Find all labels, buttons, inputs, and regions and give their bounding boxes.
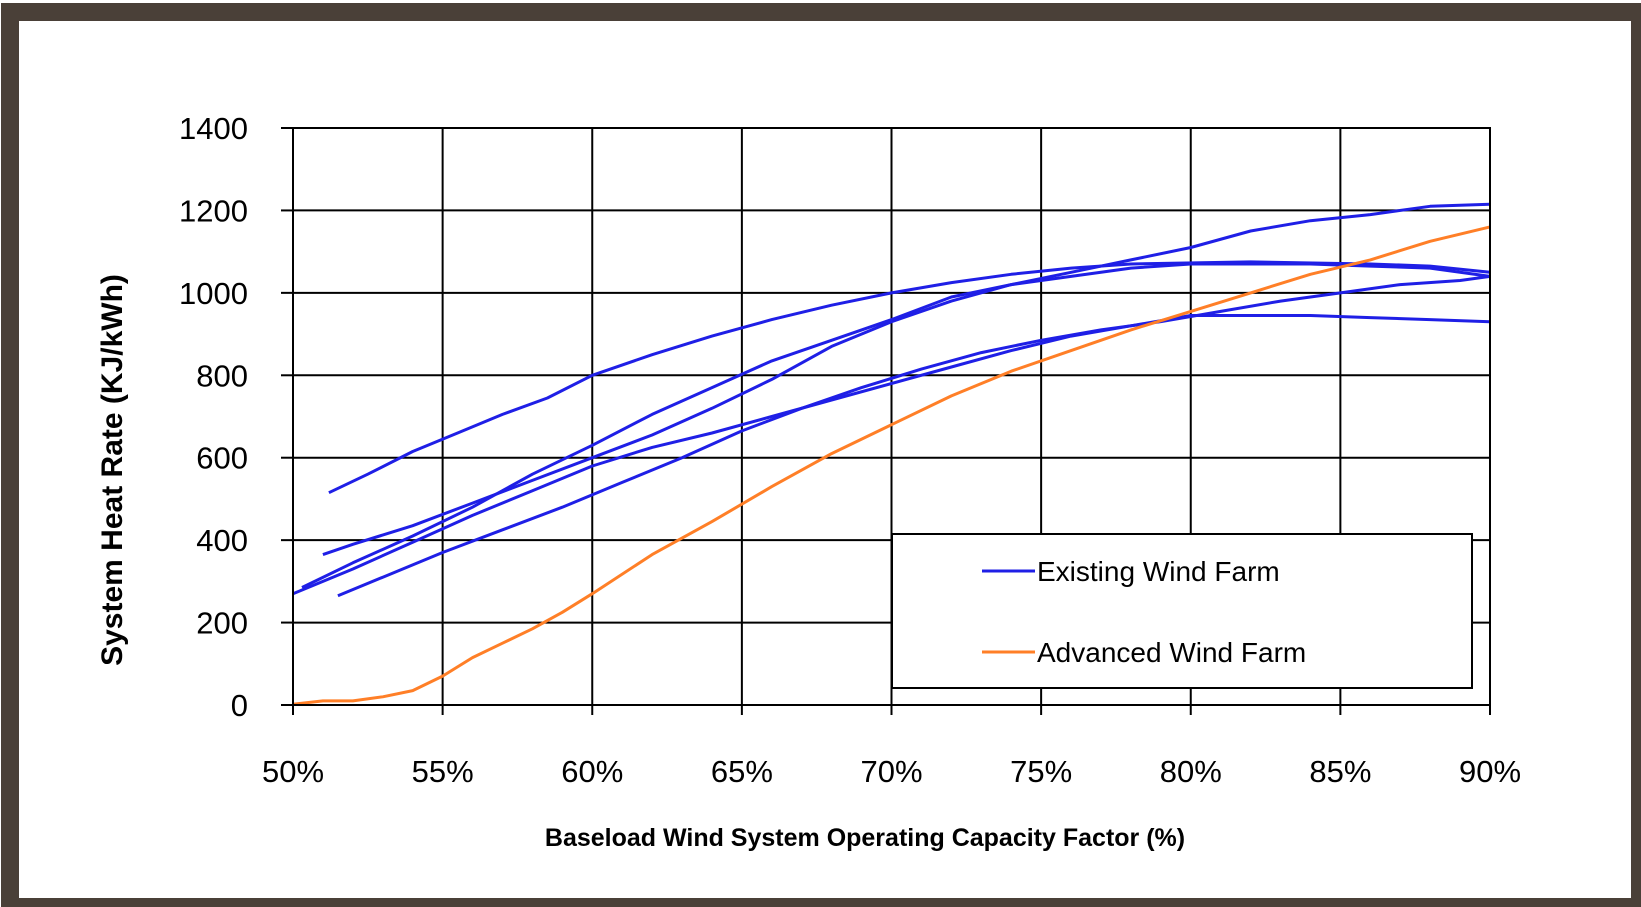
series-lines (292, 202, 1491, 706)
y-tick-label: 1000 (179, 276, 248, 311)
y-tick-label: 800 (196, 358, 248, 393)
y-tick-label: 400 (196, 523, 248, 558)
x-tick-label: 80% (1160, 754, 1222, 789)
existing-wind-farm-line-1 (328, 260, 1491, 495)
x-tick-label: 90% (1459, 754, 1521, 789)
existing-wind-farm-line-4 (337, 274, 1491, 598)
y-tick-label: 200 (196, 606, 248, 641)
y-axis-title: System Heat Rate (KJ/kWh) (96, 274, 129, 666)
y-tick-label: 1400 (179, 111, 248, 146)
x-axis-title: Baseload Wind System Operating Capacity … (545, 824, 1185, 852)
legend-label-advanced: Advanced Wind Farm (1037, 637, 1306, 668)
x-tick-label: 70% (860, 754, 922, 789)
advanced-wind-farm-line (292, 225, 1491, 706)
existing-wind-farm-line-3 (292, 314, 1491, 596)
legend-box (891, 533, 1473, 689)
y-tick-label: 1200 (179, 193, 248, 228)
x-tick-label: 60% (561, 754, 623, 789)
x-tick-label: 75% (1010, 754, 1072, 789)
frame-border (1, 3, 1641, 907)
y-tick-label: 0 (231, 688, 248, 723)
y-tick-label: 600 (196, 441, 248, 476)
x-tick-label: 65% (711, 754, 773, 789)
x-tick-label: 85% (1309, 754, 1371, 789)
plot-area-border (292, 127, 1491, 706)
existing-wind-farm-line-5 (301, 262, 1491, 589)
legend-label-existing: Existing Wind Farm (1037, 556, 1280, 587)
x-tick-label: 55% (412, 754, 474, 789)
x-tick-label: 50% (262, 754, 324, 789)
legend: Existing Wind Farm Advanced Wind Farm (891, 533, 1473, 689)
tick-labels: 50% 55% 60% 65% 70% 75% 80% 85% 90% 0 200 400 600 800… (179, 111, 1521, 789)
